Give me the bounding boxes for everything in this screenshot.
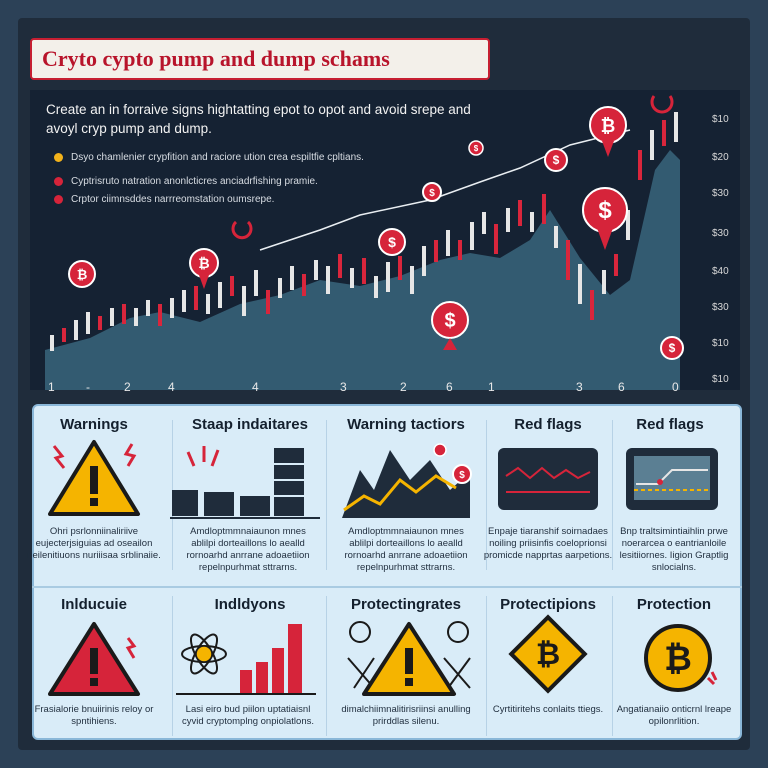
warning-triangle-icon <box>48 440 140 516</box>
card-text: Lasi eiro bud piilon uptatiaisnl cyvid c… <box>181 704 314 727</box>
x-tick: 6 <box>618 380 625 394</box>
card-title-protectipions: Protectipions <box>500 596 596 613</box>
svg-text:$: $ <box>459 470 465 481</box>
candlestick-chart: $ $ ₿ ₿ ₿ $ $ $ <box>45 95 684 390</box>
card-text: Cyrtitiritehs conlaits ttiegs. <box>492 704 604 715</box>
x-tick: 6 <box>446 380 453 394</box>
dollar-pin-icon: $ <box>544 148 568 172</box>
x-tick: 1 <box>488 380 495 394</box>
svg-text:$: $ <box>444 310 455 332</box>
atom-bar-chart-icon <box>176 624 316 695</box>
bitcoin-pin-icon: ₿ <box>589 106 627 157</box>
card-title-red-flags-2: Red flags <box>636 416 704 433</box>
bitcoin-coin-icon: ₿ <box>644 624 718 692</box>
x-axis: 1 - 2 4 4 3 2 6 1 3 6 0 <box>40 380 730 396</box>
x-tick: 0 <box>672 380 679 394</box>
bullet-dot-icon <box>54 195 63 204</box>
dollar-pin-icon: $ <box>582 187 628 250</box>
y-tick: $30 <box>712 188 729 199</box>
card-title-staap-indaitares: Staap indaitares <box>192 416 308 433</box>
card-title-warning-tactiors: Warning tactiors <box>347 416 465 433</box>
bullet-item: Crptor ciimnsddes narrreomstation oumsre… <box>54 194 274 205</box>
bullet-dot-icon <box>54 177 63 186</box>
dollar-pin-icon: $ <box>660 336 684 360</box>
dollar-pin-icon: $ <box>378 228 406 256</box>
card-text: dimalchiimnalitirisriinsi anulling prird… <box>341 704 471 727</box>
card-text: Enpaje tiaranshif soirnadaes noiling pri… <box>483 526 613 561</box>
warning-triangle-icon <box>48 622 140 696</box>
dollar-pin-icon: $ <box>422 182 442 202</box>
card-text: Bnp traltsimintiaihlin prwe noerarcea o … <box>619 526 729 573</box>
bullet-item: Cyptrisruto natration anonlcticres ancia… <box>54 176 318 187</box>
bitcoin-pin-icon: ₿ <box>68 260 96 288</box>
card-text: Frasialorie bnuiirinis reloy or spntihie… <box>34 704 154 727</box>
x-tick: 2 <box>124 380 131 394</box>
x-tick: 4 <box>168 380 175 394</box>
card-text: Angatianaiio onticrnl lreape opilonrliti… <box>616 704 732 727</box>
card-text: Amdloptmmnaiaunon mnes ablilpi dorteaill… <box>186 526 310 573</box>
card-title-warnings: Warnings <box>60 416 128 433</box>
bitcoin-sign-icon: ₿ <box>508 614 588 694</box>
price-area <box>45 150 680 390</box>
col-divider <box>326 420 327 570</box>
dollar-pin-icon: $ <box>468 140 484 156</box>
alert-swirl-icon <box>650 95 674 114</box>
monitor-chart-icon <box>626 448 718 510</box>
mountain-chart-icon: $ <box>342 443 472 518</box>
card-title-indldyons: Indldyons <box>214 596 286 613</box>
warning-triangle-icon <box>347 621 471 696</box>
card-text: Ohri psrlonniinaliriive eujecterjsiguias… <box>27 526 161 561</box>
bullet-item: Dsyo chamlenier crypfition and raciore u… <box>54 152 364 163</box>
card-text: Amdloptmmnaiaunon mnes ablilpi dorteaill… <box>344 526 468 573</box>
col-divider <box>612 420 613 570</box>
col-divider <box>486 596 487 736</box>
x-tick: 3 <box>576 380 583 394</box>
subtitle: Create an in forraive signs hightatting … <box>46 102 471 136</box>
bitcoin-pin-icon: ₿ <box>189 248 219 289</box>
y-tick: $10 <box>712 114 729 125</box>
svg-text:₿: ₿ <box>198 255 209 271</box>
alert-swirl-icon <box>231 220 253 240</box>
svg-text:₿: ₿ <box>77 267 88 282</box>
svg-text:$: $ <box>669 341 676 355</box>
chart-panel: $ $ ₿ ₿ ₿ $ $ $ <box>30 90 740 390</box>
card-title-inlducuie: Inlducuie <box>61 596 127 613</box>
monitor-chart-icon <box>498 448 598 510</box>
svg-text:₿: ₿ <box>601 116 616 136</box>
col-divider <box>172 596 173 736</box>
x-tick: 3 <box>340 380 347 394</box>
bar-chart-icon <box>170 446 320 519</box>
card-title-red-flags: Red flags <box>514 416 582 433</box>
col-divider <box>612 596 613 736</box>
svg-text:₿: ₿ <box>664 640 692 678</box>
x-tick: 2 <box>400 380 407 394</box>
y-tick: $20 <box>712 152 729 163</box>
page-title: Cryto cypto pump and dump schams <box>42 46 390 71</box>
svg-text:₿: ₿ <box>536 638 560 671</box>
y-tick: $40 <box>712 266 729 277</box>
card-title-protectingrates: Protectingrates <box>350 596 462 613</box>
title-banner: Cryto cypto pump and dump schams <box>30 38 490 80</box>
trend-line <box>259 129 631 251</box>
bullet-dot-icon <box>54 153 63 162</box>
x-tick: 1 <box>48 380 55 394</box>
row-divider <box>32 586 742 588</box>
svg-text:$: $ <box>388 234 396 250</box>
svg-text:$: $ <box>598 197 612 224</box>
x-tick: 4 <box>252 380 259 394</box>
y-tick: $30 <box>712 228 729 239</box>
svg-text:$: $ <box>474 144 479 153</box>
y-tick: $10 <box>712 338 729 349</box>
candles <box>50 112 678 351</box>
y-tick: $10 <box>712 374 729 385</box>
svg-text:$: $ <box>553 153 560 167</box>
col-divider <box>326 596 327 736</box>
svg-text:$: $ <box>429 188 435 199</box>
dollar-pin-icon: $ <box>431 301 469 350</box>
y-tick: $30 <box>712 302 729 313</box>
x-tick: - <box>86 380 90 394</box>
card-title-protection: Protection <box>636 596 712 613</box>
col-divider <box>486 420 487 570</box>
atom-icon <box>181 633 227 675</box>
